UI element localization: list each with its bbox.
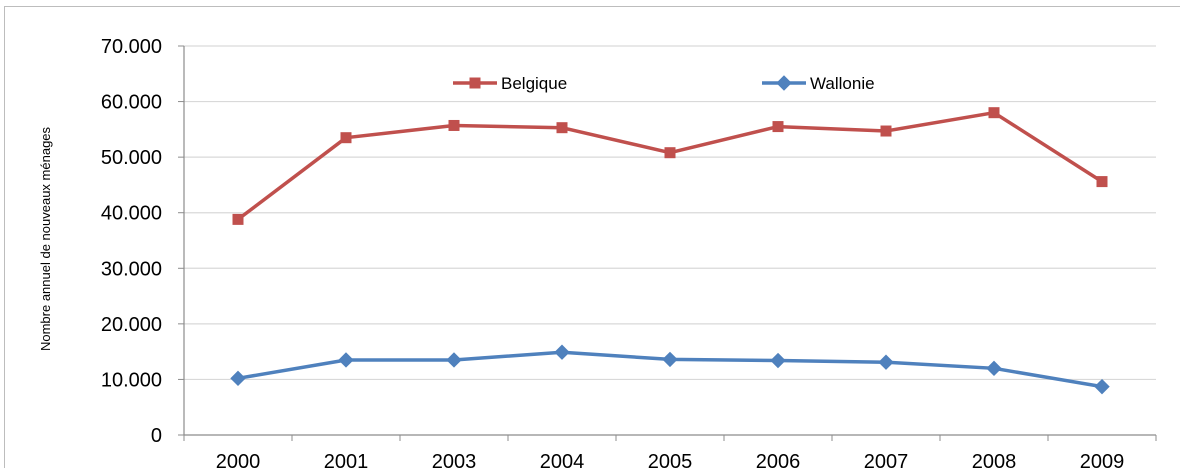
x-tick-label: 2005 [648, 451, 693, 473]
axes [178, 45, 1157, 441]
gridlines [184, 45, 1156, 381]
y-tick-label: 30.000 [101, 258, 162, 280]
data-point-wallonie [878, 354, 894, 370]
x-tick-label: 2006 [756, 451, 801, 473]
data-point-belgique [880, 125, 892, 137]
y-tick-label: 50.000 [101, 147, 162, 169]
legend: Belgique Wallonie [453, 74, 875, 93]
series-line-belgique [236, 110, 1103, 221]
x-tick-label: 2001 [324, 451, 369, 473]
data-point-wallonie [230, 370, 246, 387]
y-tick-label: 0 [151, 425, 162, 447]
data-point-wallonie [662, 351, 678, 368]
y-tick-label: 40.000 [101, 203, 162, 225]
legend-label-belgique: Belgique [501, 74, 567, 93]
y-tick-label: 70.000 [101, 36, 162, 58]
y-tick-label: 60.000 [101, 92, 162, 114]
legend-label-wallonie: Wallonie [810, 74, 875, 93]
x-tick-label: 2009 [1080, 451, 1125, 473]
y-tick-label: 10.000 [101, 369, 162, 391]
data-point-belgique [772, 121, 784, 133]
y-axis-label: Nombre annuel de nouveaux ménages [38, 126, 53, 351]
series-lines [230, 107, 1110, 395]
legend-marker-belgique [469, 77, 481, 89]
data-point-wallonie [1094, 378, 1110, 395]
data-point-belgique [448, 119, 460, 131]
data-point-wallonie [446, 352, 462, 368]
x-tick-label: 2008 [972, 451, 1017, 473]
y-tick-labels: 0 10.000 20.000 30.000 40.000 50.000 60.000 70.… [101, 36, 162, 447]
chart-frame [4, 6, 1180, 468]
x-tick-label: 2004 [540, 451, 585, 473]
data-point-belgique [1096, 176, 1108, 188]
data-point-wallonie [554, 344, 570, 360]
x-tick-label: 2007 [864, 451, 909, 473]
data-point-belgique [988, 107, 1000, 119]
x-tick-label: 2000 [216, 451, 261, 473]
data-point-wallonie [338, 352, 354, 368]
data-point-wallonie [986, 360, 1002, 377]
data-point-belgique [340, 132, 352, 144]
legend-marker-wallonie [776, 75, 792, 91]
data-point-belgique [556, 122, 568, 134]
data-point-belgique [232, 213, 244, 225]
x-tick-label: 2003 [432, 451, 477, 473]
x-tick-labels: 2000 2001 2003 2004 2005 2006 2007 2008 2009 [216, 451, 1125, 473]
data-point-wallonie [770, 352, 786, 369]
data-point-belgique [664, 147, 676, 159]
y-tick-label: 20.000 [101, 314, 162, 336]
